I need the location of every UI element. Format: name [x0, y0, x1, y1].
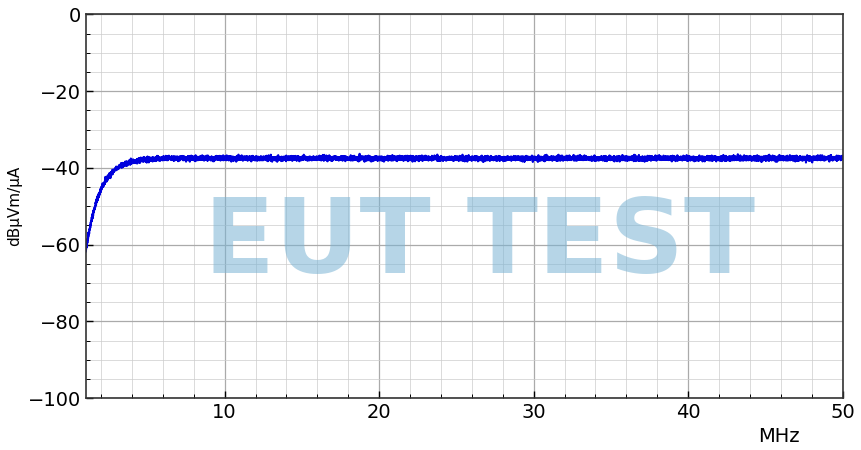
Text: MHz: MHz	[758, 427, 799, 446]
Text: EUT TEST: EUT TEST	[203, 194, 754, 295]
Y-axis label: dBµVm/µA: dBµVm/µA	[7, 166, 22, 247]
